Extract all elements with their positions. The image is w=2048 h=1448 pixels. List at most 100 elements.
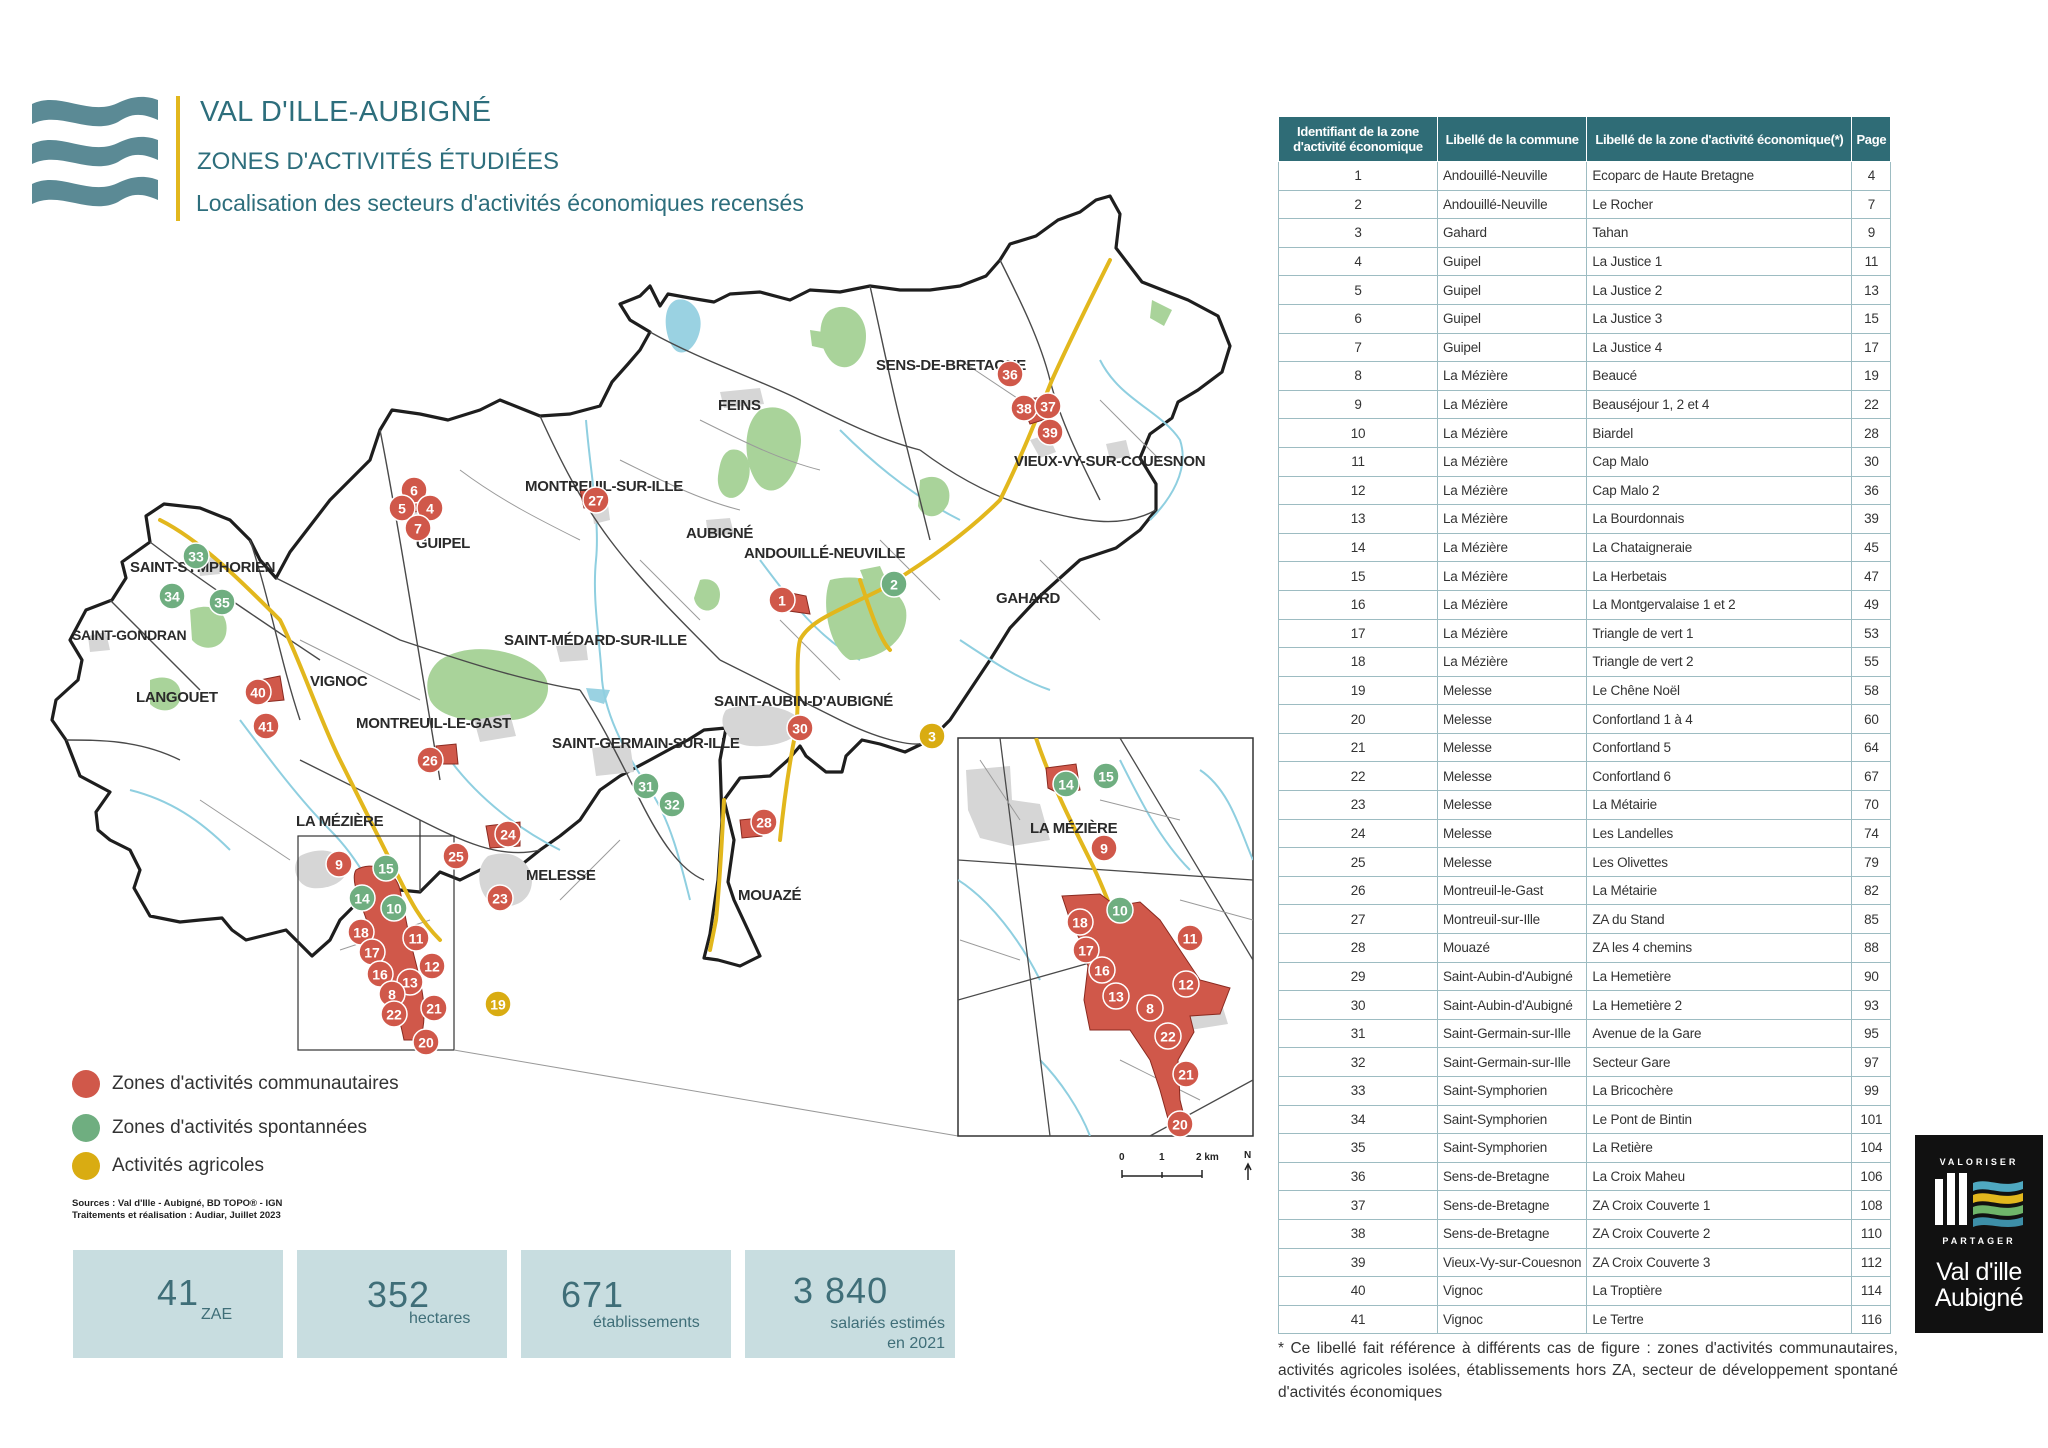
cell-id: 13 (1278, 504, 1438, 534)
cell-zone: La Troptière (1586, 1276, 1853, 1306)
cell-commune: Saint-Germain-sur-Ille (1436, 1018, 1588, 1049)
zone-marker-spontanee (372, 854, 400, 882)
stat-box-etablissements: 671 établissements (521, 1250, 731, 1358)
zone-marker-label: 10 (386, 901, 402, 917)
cell-commune: Guipel (1436, 332, 1588, 363)
cell-id: 2 (1278, 189, 1438, 220)
zone-marker-communautaire (380, 1000, 408, 1028)
zone-marker-communautaire (1090, 834, 1118, 862)
place-label: SAINT-GONDRAN (72, 627, 187, 643)
table-row: 37 Sens-de-Bretagne ZA Croix Couverte 1 108 (1278, 1190, 1892, 1220)
place-label: GAHARD (996, 590, 1060, 607)
cell-zone: Ecoparc de Haute Bretagne (1586, 161, 1853, 191)
table-row: 9 La Mézière Beauséjour 1, 2 et 4 22 (1278, 389, 1892, 420)
zone-marker-label: 33 (188, 549, 204, 565)
table-row: 8 La Mézière Beaucé 19 (1278, 361, 1892, 391)
zone-marker-communautaire (1102, 982, 1130, 1010)
cell-page: 9 (1851, 218, 1892, 248)
zone-marker-communautaire (494, 820, 522, 848)
cell-page: 108 (1851, 1190, 1892, 1220)
north-label: N (1244, 1150, 1251, 1161)
cell-page: 79 (1851, 847, 1892, 877)
cell-id: 36 (1278, 1161, 1438, 1192)
place-label: VIEUX-VY-SUR-COUESNON (1014, 453, 1205, 470)
zone-marker-spontanee (380, 894, 408, 922)
cell-id: 31 (1278, 1018, 1438, 1049)
table-row: 32 Saint-Germain-sur-Ille Secteur Gare 97 (1278, 1047, 1892, 1077)
cell-commune: Sens-de-Bretagne (1436, 1190, 1588, 1220)
zone-marker-spontanee (1052, 770, 1080, 798)
cell-id: 7 (1278, 332, 1438, 363)
cell-zone: La Justice 3 (1586, 303, 1853, 334)
table-row: 29 Saint-Aubin-d'Aubigné La Hemetière 90 (1278, 961, 1892, 992)
commune-limits (65, 259, 1157, 892)
credits-line: Traitements et réalisation : Audiar, Jui… (72, 1210, 281, 1221)
cell-zone: Beauséjour 1, 2 et 4 (1586, 389, 1853, 420)
cell-zone: Tahan (1586, 218, 1853, 248)
cell-id: 22 (1278, 761, 1438, 792)
cell-zone: La Croix Maheu (1586, 1161, 1853, 1192)
cell-id: 41 (1278, 1304, 1438, 1335)
table-row: 3 Gahard Tahan 9 (1278, 218, 1892, 248)
cell-id: 8 (1278, 361, 1438, 391)
cell-commune: La Mézière (1436, 618, 1588, 649)
zone-marker-spontanee (658, 790, 686, 818)
zone-marker-label: 27 (588, 493, 604, 509)
cell-id: 40 (1278, 1276, 1438, 1306)
sources-line: Sources : Val d'Ille - Aubigné, BD TOPO®… (72, 1198, 283, 1209)
zone-marker-label: 7 (414, 521, 422, 537)
cell-page: 67 (1851, 761, 1892, 792)
zone-marker-communautaire (366, 960, 394, 988)
cell-commune: Melesse (1436, 732, 1588, 763)
zone-marker-label: 41 (258, 719, 274, 735)
stat-unit: ZAE (201, 1306, 233, 1323)
zone-marker-label: 40 (250, 685, 266, 701)
cell-commune: Guipel (1436, 303, 1588, 334)
cell-id: 33 (1278, 1076, 1438, 1106)
territory-map: SENS-DE-BRETAGNE FEINS VIEUX-VY-SUR-COUE… (50, 194, 1254, 1180)
table-row: 36 Sens-de-Bretagne La Croix Maheu 106 (1278, 1161, 1892, 1192)
table-row: 20 Melesse Confortland 1 à 4 60 (1278, 704, 1892, 734)
zones-table: Identifiant de la zone d'activité économ… (1278, 116, 1892, 1335)
zone-marker-label: 20 (1172, 1117, 1188, 1133)
cell-page: 45 (1851, 532, 1892, 563)
cell-id: 12 (1278, 475, 1438, 506)
cell-id: 21 (1278, 732, 1438, 763)
place-label: VIGNOC (310, 673, 368, 690)
table-row: 19 Melesse Le Chêne Noël 58 (1278, 675, 1892, 706)
zone-marker-label: 32 (664, 797, 680, 813)
zone-marker-label: 9 (1100, 841, 1108, 857)
zone-marker-label: 6 (410, 483, 418, 499)
cell-id: 4 (1278, 246, 1438, 277)
cell-zone: ZA les 4 chemins (1586, 933, 1853, 963)
cell-commune: Saint-Symphorien (1436, 1104, 1588, 1135)
col-header-commune: Libellé de la commune (1436, 116, 1588, 162)
cell-id: 32 (1278, 1047, 1438, 1077)
zone-marker-label: 19 (490, 997, 506, 1013)
zone-marker-label: 14 (354, 891, 370, 907)
zone-marker-label: 24 (500, 827, 516, 843)
zone-marker-label: 17 (1078, 943, 1094, 959)
cell-page: 106 (1851, 1161, 1892, 1192)
cell-commune: La Mézière (1436, 504, 1588, 534)
cell-zone: ZA Croix Couverte 2 (1586, 1218, 1853, 1249)
cell-page: 22 (1851, 389, 1892, 420)
legend-label: Zones d'activités spontannées (112, 1117, 368, 1138)
table-row: 26 Montreuil-le-Gast La Métairie 82 (1278, 875, 1892, 906)
scale-label-2: 2 km (1196, 1152, 1219, 1163)
zone-marker-communautaire (420, 994, 448, 1022)
brand-name-line2: Aubigné (1934, 1284, 2024, 1312)
cell-id: 27 (1278, 904, 1438, 935)
place-label: LANGOUET (136, 689, 218, 706)
table-row: 2 Andouillé-Neuville Le Rocher 7 (1278, 189, 1892, 220)
cell-commune: La Mézière (1436, 561, 1588, 591)
cell-id: 28 (1278, 933, 1438, 963)
place-label: GUIPEL (416, 535, 470, 552)
cell-id: 26 (1278, 875, 1438, 906)
cell-zone: Avenue de la Gare (1586, 1018, 1853, 1049)
cell-zone: ZA Croix Couverte 3 (1586, 1247, 1853, 1278)
zone-marker-communautaire (786, 714, 814, 742)
cell-id: 30 (1278, 990, 1438, 1020)
cell-page: 70 (1851, 790, 1892, 820)
